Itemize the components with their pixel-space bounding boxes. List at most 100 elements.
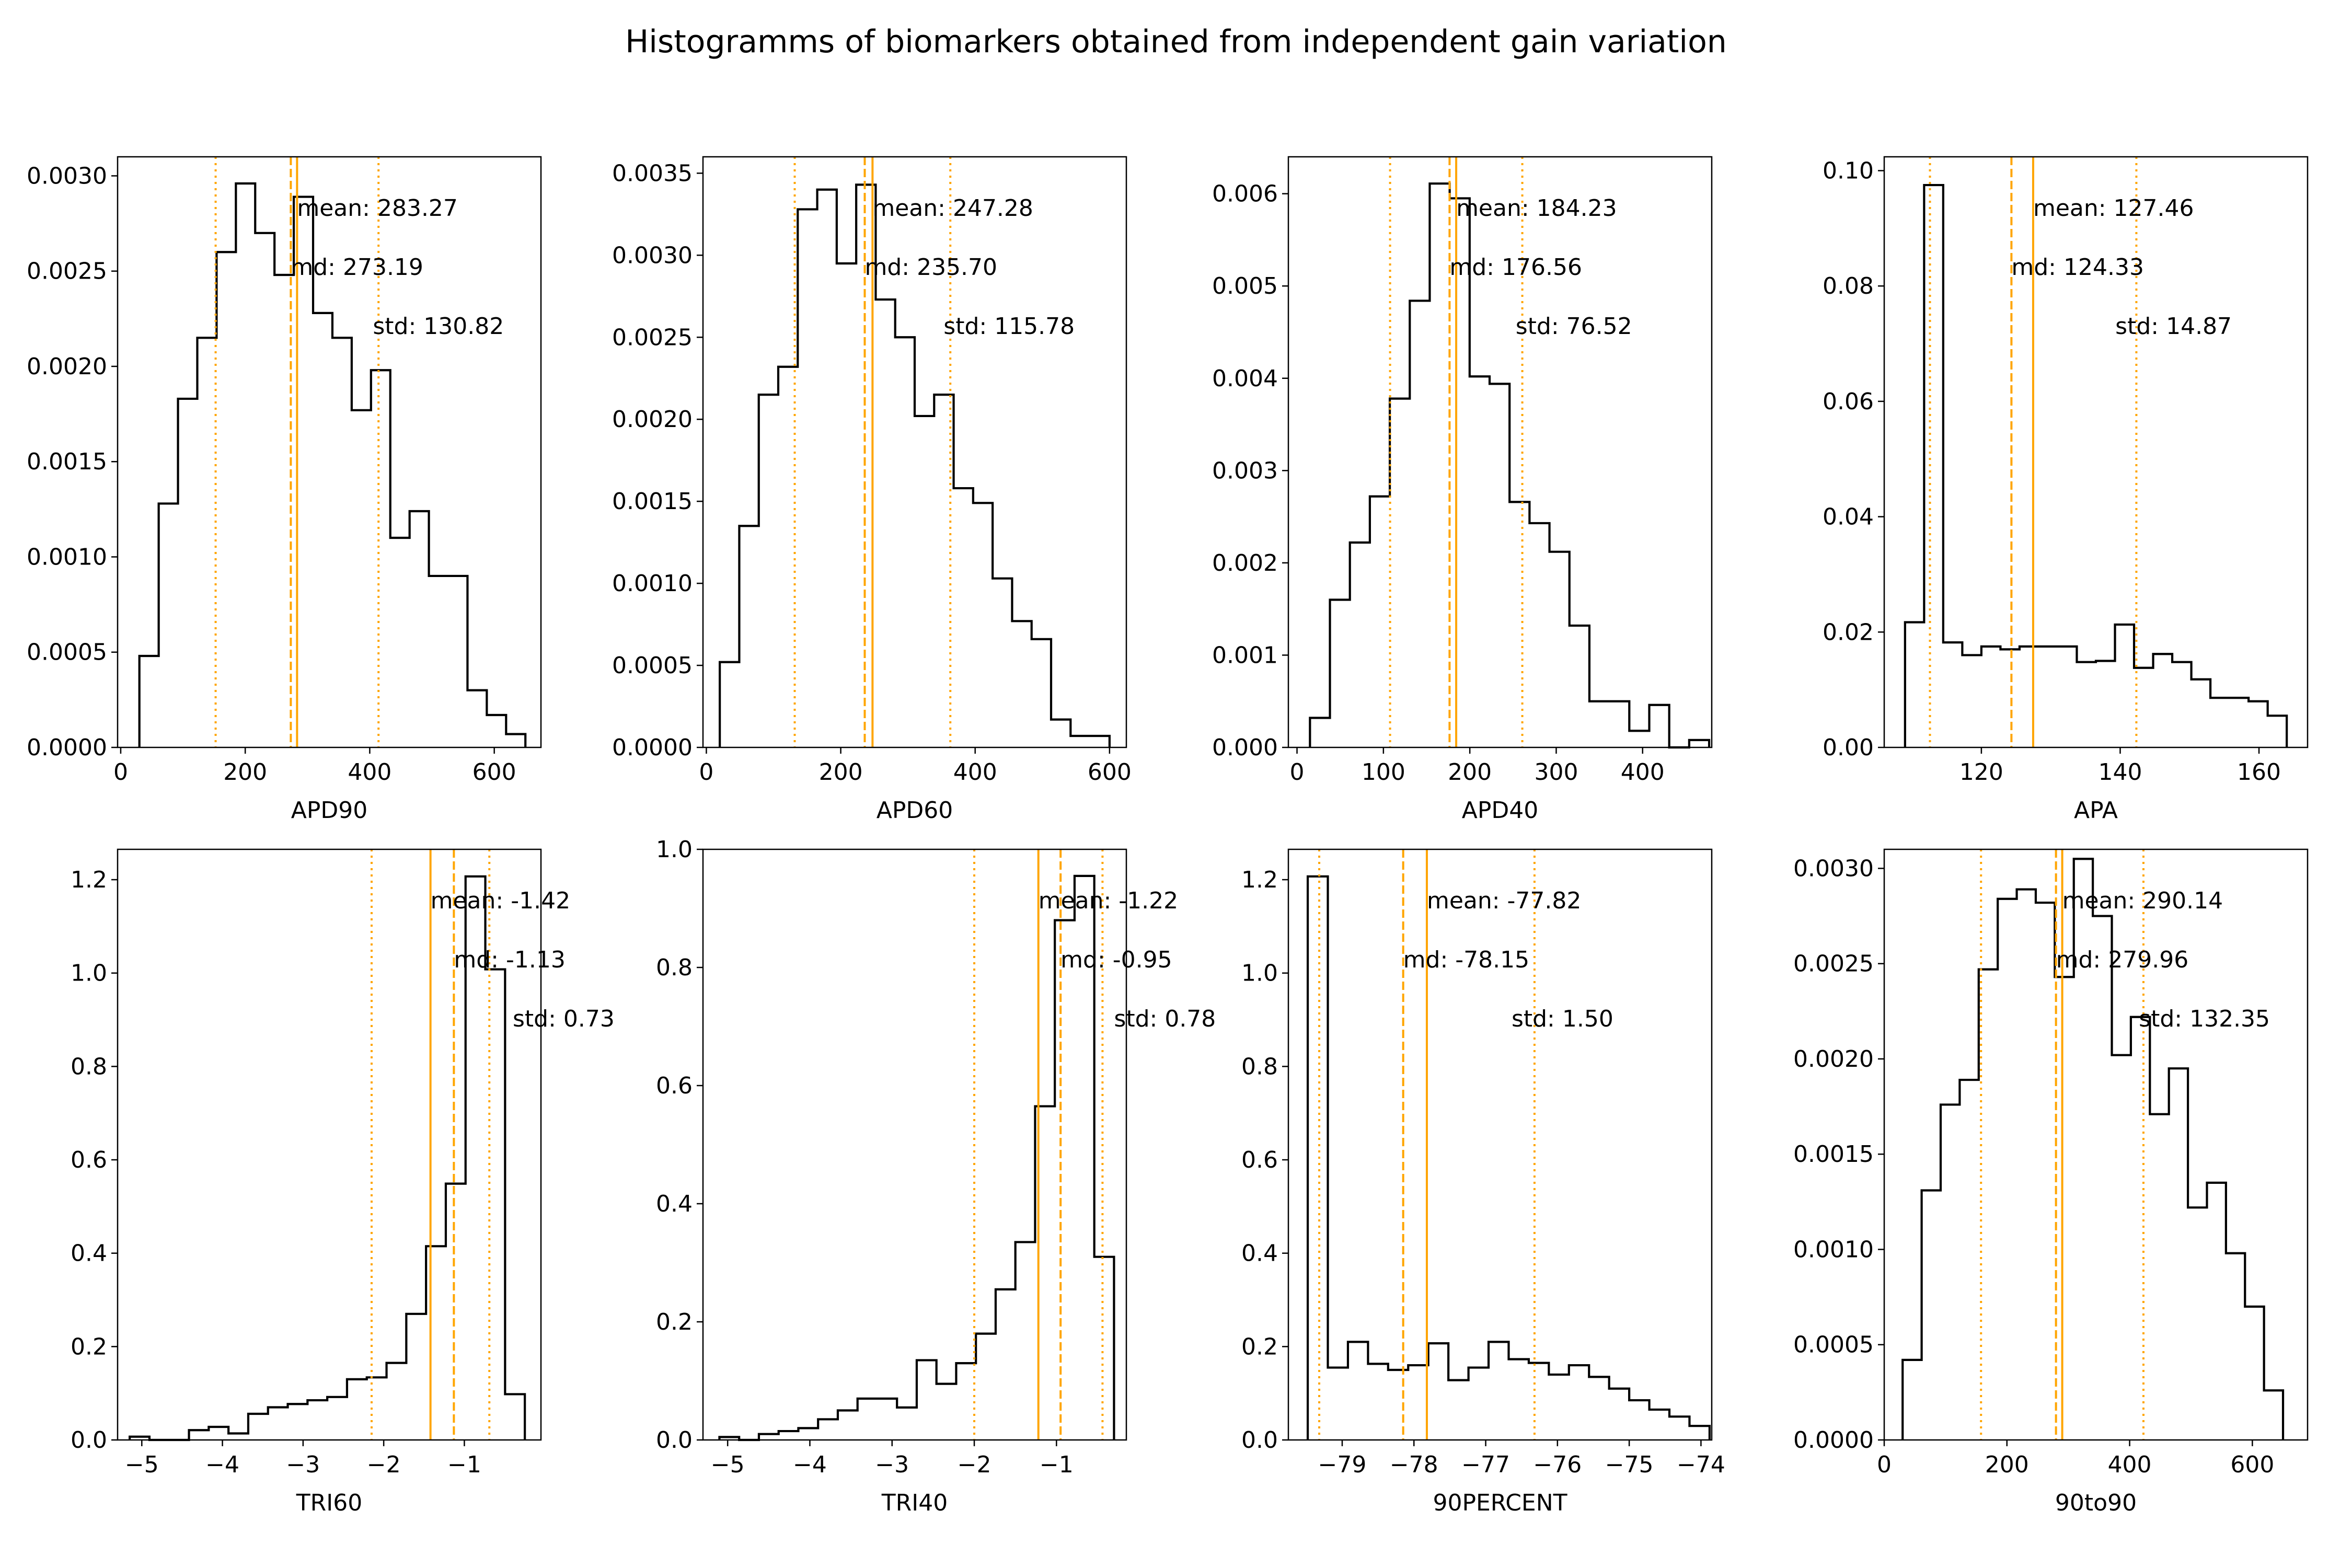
y-tick-label: 0.001 — [1212, 642, 1278, 668]
median-annotation: md: -78.15 — [1403, 947, 1529, 973]
histogram-panel-4: 0.0 0.2 0.4 0.6 0.8 1.0 1.2 −5 −4 −3 −2 −1 TRI60 mean… — [71, 848, 615, 1516]
x-tick-label: −2 — [958, 1451, 991, 1478]
axes-frame — [702, 848, 1127, 1441]
y-tick-label: 0.0030 — [27, 163, 107, 189]
x-tick-label: 0 — [1877, 1451, 1892, 1478]
x-tick-label: 200 — [819, 759, 863, 786]
mean-annotation: mean: -1.42 — [431, 887, 570, 914]
std-annotation: std: 115.78 — [943, 313, 1075, 340]
x-tick-label: −75 — [1605, 1451, 1654, 1478]
x-tick-label: 400 — [953, 759, 997, 786]
y-tick-label: 0.0030 — [1793, 855, 1874, 882]
x-tick-label: −76 — [1533, 1451, 1582, 1478]
y-tick-label: 0.2 — [656, 1309, 693, 1335]
x-tick-label: 0 — [113, 759, 128, 786]
median-annotation: md: 235.70 — [864, 254, 997, 281]
histogram-panel-6: 0.0 0.2 0.4 0.6 0.8 1.0 1.2 −79 −78 −77 −76 −75 −74 9… — [1241, 848, 1725, 1516]
y-tick-label: 1.0 — [656, 836, 693, 863]
y-tick-label: 0.8 — [1241, 1053, 1278, 1080]
y-tick-label: 0.0 — [1241, 1427, 1278, 1454]
y-tick-label: 0.0005 — [612, 652, 693, 679]
mean-annotation: mean: -77.82 — [1427, 887, 1581, 914]
y-tick-label: 0.0015 — [612, 488, 693, 515]
histogram-panel-5: 0.0 0.2 0.4 0.6 0.8 1.0 −5 −4 −3 −2 −1 TRI40 mean: -… — [656, 836, 1216, 1516]
y-tick-label: 0.0030 — [612, 242, 693, 269]
axes-frame — [1287, 848, 1713, 1441]
x-tick-label: −4 — [205, 1451, 239, 1478]
mean-annotation: mean: 247.28 — [872, 195, 1033, 222]
x-tick-label: −1 — [1040, 1451, 1074, 1478]
x-axis-label: 90PERCENT — [1433, 1490, 1567, 1516]
y-tick-label: 0.0025 — [1793, 951, 1874, 977]
y-tick-label: 0.4 — [71, 1240, 107, 1267]
axes-frame — [117, 848, 542, 1441]
figure-title: Histogramms of biomarkers obtained from … — [625, 24, 1727, 60]
x-tick-label: −78 — [1390, 1451, 1438, 1478]
x-axis-label: TRI40 — [881, 1490, 948, 1516]
y-tick-label: 0.0010 — [612, 570, 693, 597]
histogram-outline — [1306, 875, 1711, 1440]
y-tick-label: 0.0010 — [27, 544, 107, 570]
y-tick-label: 0.4 — [1241, 1240, 1278, 1267]
histogram-outline — [129, 875, 526, 1442]
y-tick-label: 0.005 — [1212, 273, 1278, 299]
y-tick-label: 0.8 — [71, 1053, 107, 1080]
y-tick-label: 1.2 — [71, 867, 107, 893]
y-tick-label: 0.0 — [71, 1427, 107, 1454]
y-tick-label: 0.06 — [1823, 388, 1874, 415]
axes-frame — [117, 156, 542, 748]
x-tick-label: −5 — [711, 1451, 745, 1478]
y-tick-label: 0.0000 — [27, 734, 107, 761]
y-tick-label: 0.003 — [1212, 457, 1278, 484]
y-tick-label: 0.0025 — [612, 324, 693, 351]
x-axis-label: APD40 — [1462, 797, 1539, 824]
y-tick-label: 0.0015 — [27, 448, 107, 475]
x-tick-label: −3 — [286, 1451, 320, 1478]
y-tick-label: 1.0 — [1241, 960, 1278, 987]
x-axis-label: TRI60 — [296, 1490, 362, 1516]
x-tick-label: 0 — [1290, 759, 1305, 786]
std-annotation: std: 130.82 — [373, 313, 504, 340]
y-tick-label: 0.2 — [71, 1333, 107, 1360]
histogram-outline — [1901, 858, 2285, 1440]
y-tick-label: 0.004 — [1212, 365, 1278, 392]
y-tick-label: 1.2 — [1241, 867, 1278, 893]
median-annotation: md: 124.33 — [2011, 254, 2144, 281]
y-tick-label: 0.0000 — [1793, 1427, 1874, 1454]
y-tick-label: 0.10 — [1823, 157, 1874, 184]
x-tick-label: 400 — [1621, 759, 1665, 786]
axes-frame — [1883, 156, 2309, 748]
mean-annotation: mean: 184.23 — [1456, 195, 1617, 222]
y-tick-label: 0.002 — [1212, 550, 1278, 577]
x-tick-label: 200 — [223, 759, 267, 786]
histogram-panel-3: 0.00 0.02 0.04 0.06 0.08 0.10 120 140 160 APA mean… — [1823, 156, 2309, 824]
y-tick-label: 0.02 — [1823, 619, 1874, 645]
y-tick-label: 0.0020 — [612, 406, 693, 433]
x-tick-label: 400 — [2108, 1451, 2152, 1478]
y-tick-label: 0.6 — [1241, 1147, 1278, 1173]
std-annotation: std: 0.73 — [513, 1006, 615, 1032]
y-tick-label: 0.6 — [71, 1147, 107, 1173]
mean-annotation: mean: 127.46 — [2033, 195, 2194, 222]
y-tick-label: 0.8 — [656, 954, 693, 981]
mean-annotation: mean: 283.27 — [297, 195, 458, 222]
median-annotation: md: 279.96 — [2056, 947, 2189, 973]
x-tick-label: 140 — [2098, 759, 2142, 786]
x-tick-label: −74 — [1677, 1451, 1725, 1478]
x-tick-label: −77 — [1461, 1451, 1510, 1478]
subplot-grid: 0.00000.00050.00100.00150.00200.00250.00… — [27, 156, 2309, 1516]
axes-frame — [702, 156, 1127, 748]
histogram-outline — [719, 183, 1111, 747]
std-annotation: std: 76.52 — [1516, 313, 1632, 340]
x-tick-label: −3 — [875, 1451, 909, 1478]
x-tick-label: −5 — [125, 1451, 159, 1478]
axes-frame — [1287, 156, 1713, 748]
y-tick-label: 0.0020 — [27, 353, 107, 380]
histogram-panel-0: 0.0000 0.0005 0.0010 0.0015 0.0020 0.0025 0.00… — [27, 156, 542, 824]
x-tick-label: 0 — [699, 759, 713, 786]
mean-annotation: mean: -1.22 — [1039, 887, 1178, 914]
histogram-panel-2: 0.000 0.001 0.002 0.003 0.004 0.005 0.006 0 100 2… — [1212, 156, 1713, 824]
x-tick-label: −79 — [1318, 1451, 1367, 1478]
y-tick-label: 0.006 — [1212, 181, 1278, 207]
